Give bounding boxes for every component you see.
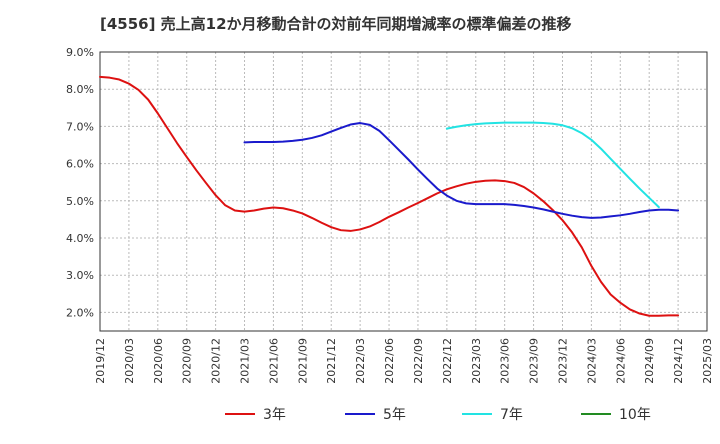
- x-tick-label: 2020/12: [210, 338, 223, 384]
- x-tick-label: 2021/12: [325, 338, 338, 384]
- legend-label-1: 5年: [383, 407, 406, 423]
- x-tick-label: 2021/03: [239, 338, 252, 384]
- x-tick-label: 2021/06: [267, 338, 280, 384]
- plot-frame: [99, 51, 708, 332]
- x-tick-label: 2024/09: [643, 338, 656, 384]
- y-tick-label: 6.0%: [66, 158, 94, 171]
- x-tick-label: 2022/09: [412, 338, 425, 384]
- y-tick-label: 2.0%: [66, 306, 94, 319]
- y-tick-label: 9.0%: [66, 46, 94, 59]
- x-tick-label: 2023/03: [470, 338, 483, 384]
- grid-layer: [99, 51, 708, 331]
- chart-title: [4556] 売上高12か月移動合計の対前年同期増減率の標準偏差の推移: [100, 15, 572, 33]
- y-tick-label: 5.0%: [66, 195, 94, 208]
- x-tick-label: 2024/12: [672, 338, 685, 384]
- y-tick-label: 7.0%: [66, 120, 94, 133]
- x-tick-label: 2019/12: [94, 338, 107, 384]
- x-tick-label: 2020/09: [181, 338, 194, 384]
- legend-label-3: 10年: [619, 407, 651, 423]
- series-line-2: [445, 121, 660, 209]
- x-tick-label: 2023/06: [499, 338, 512, 384]
- series-layer: [99, 75, 680, 317]
- legend: 3年 5年 7年 10年: [225, 407, 651, 423]
- x-tick-label: 2022/03: [354, 338, 367, 384]
- legend-label-0: 3年: [263, 407, 286, 423]
- series-line-0: [99, 75, 680, 317]
- series-line-1: [243, 122, 680, 219]
- x-tick-label: 2020/06: [152, 338, 165, 384]
- x-tick-label: 2023/09: [528, 338, 541, 384]
- x-tick-label: 2022/06: [383, 338, 396, 384]
- x-tick-label: 2021/09: [296, 338, 309, 384]
- y-tick-label: 8.0%: [66, 83, 94, 96]
- x-tick-label: 2023/12: [556, 338, 569, 384]
- x-tick-label: 2025/03: [701, 338, 714, 384]
- x-tick-label: 2024/06: [614, 338, 627, 384]
- x-tick-label: 2020/03: [123, 338, 136, 384]
- y-tick-label: 4.0%: [66, 232, 94, 245]
- x-tick-label: 2022/12: [441, 338, 454, 384]
- axis-layer: 2.0% 3.0% 4.0% 5.0% 6.0% 7.0% 8.0% 9.0% 2019/12 2…: [66, 46, 714, 384]
- x-tick-label: 2024/03: [585, 338, 598, 384]
- legend-label-2: 7年: [500, 407, 523, 423]
- y-tick-label: 3.0%: [66, 269, 94, 282]
